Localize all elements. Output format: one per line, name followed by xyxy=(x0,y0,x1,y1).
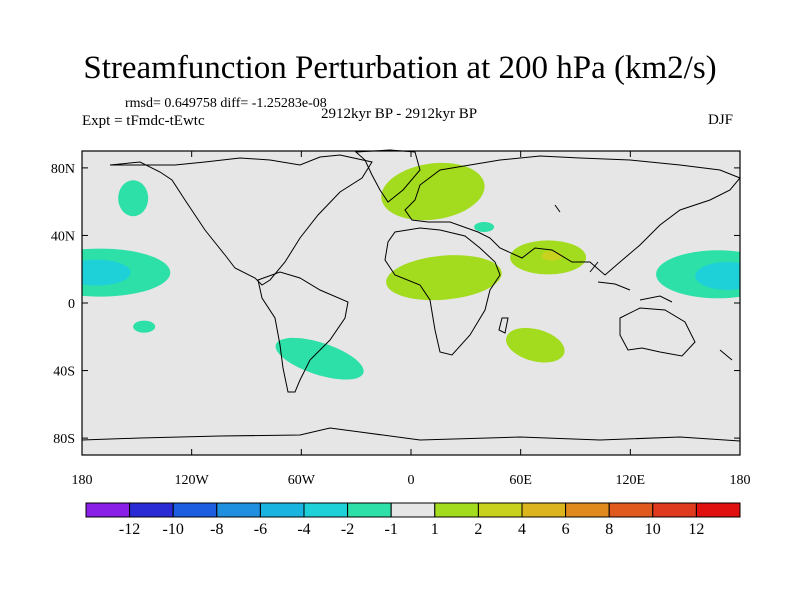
colorbar-swatch xyxy=(259,502,305,518)
y-tick-label: 40S xyxy=(53,365,75,380)
x-tick-label: 60W xyxy=(288,473,316,488)
x-tick-label: 0 xyxy=(408,473,415,488)
y-tick-label: 80S xyxy=(53,432,75,447)
x-tick-label: 180 xyxy=(72,473,93,488)
colorbar-label: -2 xyxy=(341,521,354,538)
x-tick-label: 180 xyxy=(730,473,751,488)
colorbar-swatch xyxy=(129,502,174,518)
colorbar: -12 -10 -8 -6 -4 -2 -1 1 2 4 6 8 10 12 xyxy=(85,502,741,538)
x-tick-label: 120E xyxy=(616,473,646,488)
colorbar-label: -10 xyxy=(163,521,184,538)
chart-title: Streamfunction Perturbation at 200 hPa (… xyxy=(83,50,717,86)
colorbar-label: -6 xyxy=(254,521,267,538)
colorbar-swatch xyxy=(216,502,261,518)
colorbar-swatch xyxy=(477,502,523,518)
colorbar-swatch xyxy=(695,502,741,518)
y-tick-label: 40N xyxy=(51,229,75,244)
season-label: DJF xyxy=(708,112,734,128)
region-west-pacific-core-negative xyxy=(695,261,740,290)
region-north-pacific-bering-negative xyxy=(118,180,149,217)
colorbar-label: 8 xyxy=(605,521,613,538)
axis-tick-labels: 180 120W 60W 0 60E 120E 180 80N 40N 0 40S 80S xyxy=(51,162,751,488)
region-central-pacific-core-negative xyxy=(82,259,131,286)
colorbar-label: 1 xyxy=(431,521,439,538)
colorbar-label: -12 xyxy=(119,521,140,538)
colorbar-swatch xyxy=(434,502,479,518)
colorbar-swatch xyxy=(303,502,349,518)
region-hawaii-small-negative xyxy=(133,320,156,333)
colorbar-label: -1 xyxy=(385,521,398,538)
colorbar-swatch xyxy=(85,502,131,518)
colorbar-swatch xyxy=(347,502,392,518)
colorbar-label: 2 xyxy=(474,521,482,538)
y-tick-label: 0 xyxy=(68,297,75,312)
contour-regions xyxy=(82,162,740,380)
y-tick-label: 80N xyxy=(51,162,75,177)
colorbar-swatch xyxy=(521,502,567,518)
colorbar-label: -4 xyxy=(297,521,310,538)
colorbar-swatch xyxy=(652,502,697,518)
colorbar-swatch xyxy=(608,502,654,518)
colorbar-swatch xyxy=(172,502,218,518)
period-label: 2912kyr BP - 2912kyr BP xyxy=(321,106,478,122)
map-plot xyxy=(81,149,741,456)
colorbar-swatch xyxy=(390,502,436,518)
stats-text: rmsd= 0.649758 diff= -1.25283e-08 xyxy=(125,96,327,111)
region-europe-positive xyxy=(381,162,485,221)
colorbar-label: 6 xyxy=(562,521,570,538)
x-tick-label: 60E xyxy=(509,473,532,488)
region-tibet-core-positive xyxy=(541,250,562,261)
colorbar-label: 4 xyxy=(518,521,526,538)
colorbar-label: -8 xyxy=(210,521,223,538)
region-black-sea-negative xyxy=(474,222,495,232)
coastlines xyxy=(81,149,741,442)
colorbar-label: 12 xyxy=(688,521,704,538)
region-north-africa-positive xyxy=(386,255,502,301)
region-south-atlantic-negative xyxy=(275,337,364,380)
experiment-label: Expt = tFmdc-tEwtc xyxy=(82,113,205,129)
map-tick-marks xyxy=(81,151,741,455)
colorbar-swatch xyxy=(565,502,610,518)
x-tick-label: 120W xyxy=(175,473,210,488)
region-madagascar-east-positive xyxy=(506,327,565,363)
colorbar-label: 10 xyxy=(645,521,661,538)
